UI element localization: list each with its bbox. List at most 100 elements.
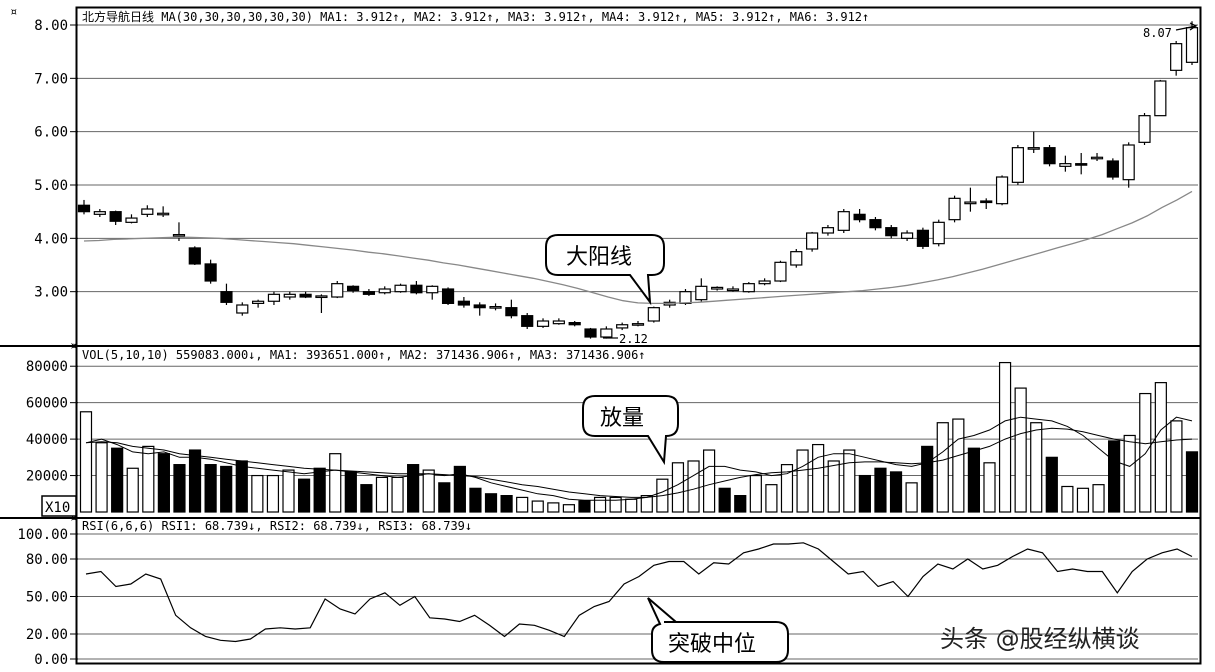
candle-body-down bbox=[77, 204, 91, 213]
candle-body-up bbox=[283, 293, 296, 298]
volume-bar-up bbox=[1030, 422, 1043, 513]
volume-bar-up bbox=[562, 504, 576, 513]
candle-body-up bbox=[647, 307, 660, 322]
volume-multiplier-box bbox=[41, 495, 77, 517]
volume-bar-down bbox=[921, 445, 934, 513]
volume-tick-label: 60000 bbox=[26, 396, 68, 412]
candle bbox=[726, 286, 740, 292]
volume-bar-down bbox=[1185, 451, 1199, 513]
candle bbox=[552, 318, 565, 325]
rsi-tick-label: 80.00 bbox=[26, 552, 68, 568]
volume-bar-up bbox=[251, 474, 264, 513]
volume-bar-up bbox=[765, 484, 778, 513]
volume-bar-up bbox=[1139, 392, 1152, 513]
candle bbox=[252, 299, 265, 308]
rsi-tick-label: 0.00 bbox=[34, 652, 68, 668]
candle-body-up bbox=[806, 232, 819, 250]
pane-settings-icon: ¤ bbox=[70, 339, 77, 353]
candle-body-up bbox=[489, 306, 502, 309]
candle-body-up bbox=[837, 211, 850, 231]
volume-bar-up bbox=[391, 476, 404, 513]
candle-body-up bbox=[995, 176, 1009, 205]
candle-body-up bbox=[252, 300, 265, 304]
volume-bar-down bbox=[438, 482, 451, 513]
volume-bar-up bbox=[1061, 485, 1074, 513]
candle bbox=[536, 318, 550, 328]
candle-body-up bbox=[932, 221, 945, 245]
candle-body-down bbox=[410, 284, 423, 294]
ma30-line bbox=[83, 190, 1193, 305]
callout-big-yang-line: 大阳线 bbox=[545, 234, 665, 306]
candle-body-down bbox=[441, 288, 455, 304]
candle bbox=[853, 209, 866, 223]
candle bbox=[1059, 155, 1072, 172]
candle-body-up bbox=[394, 284, 407, 293]
candle bbox=[109, 210, 122, 225]
candle-body-up bbox=[1185, 27, 1199, 63]
volume-bar-up bbox=[531, 500, 544, 513]
candle-body-up bbox=[964, 201, 977, 205]
candle-body-down bbox=[188, 247, 201, 265]
candle bbox=[900, 230, 914, 241]
volume-ma-fast-line bbox=[85, 416, 1193, 501]
volume-bar-up bbox=[749, 474, 762, 513]
volume-bar-down bbox=[500, 495, 513, 513]
candle-body-down bbox=[1106, 160, 1119, 178]
candle bbox=[473, 302, 486, 316]
volume-multiplier-label: X10 bbox=[45, 500, 70, 516]
candle bbox=[695, 278, 708, 303]
volume-bar-up bbox=[142, 445, 155, 513]
candle-body-down bbox=[521, 315, 534, 327]
candle bbox=[916, 227, 930, 249]
volume-bar-down bbox=[578, 500, 591, 513]
volume-bar-down bbox=[204, 464, 217, 513]
price-tick-label: 4.00 bbox=[34, 231, 68, 247]
candle bbox=[711, 286, 724, 291]
candle-body-up bbox=[1027, 147, 1040, 150]
candle bbox=[362, 289, 376, 296]
volume-bar-up bbox=[95, 442, 108, 513]
candle bbox=[378, 286, 391, 295]
high-price-label: 8.07 bbox=[1143, 26, 1172, 40]
low-price-label: 2.12 bbox=[619, 332, 648, 346]
volume-bar-up bbox=[1154, 382, 1167, 513]
candle bbox=[1170, 41, 1183, 76]
candle-body-up bbox=[536, 320, 550, 327]
candle-body-up bbox=[948, 197, 961, 221]
candle bbox=[631, 321, 645, 327]
volume-bar-up bbox=[1170, 420, 1183, 513]
candle-body-up bbox=[236, 304, 249, 314]
price-tick-label: 6.00 bbox=[34, 125, 68, 141]
candle-body-up bbox=[378, 288, 391, 294]
candle bbox=[93, 209, 106, 217]
candle-body-up bbox=[726, 288, 740, 292]
volume-bar-down bbox=[469, 487, 482, 513]
volume-tick-label: 80000 bbox=[26, 359, 68, 375]
candle-body-down bbox=[346, 285, 360, 292]
volume-bar-down bbox=[235, 460, 248, 513]
volume-bar-up bbox=[640, 495, 653, 513]
candle bbox=[1027, 131, 1040, 153]
candle-body-down bbox=[568, 322, 581, 326]
pane-settings-icon: ¤ bbox=[70, 511, 77, 525]
volume-bar-up bbox=[516, 496, 529, 513]
candle bbox=[141, 205, 154, 217]
price-pane-header: 北方导航日线 MA(30,30,30,30,30,30) MA1: 3.912↑… bbox=[82, 9, 869, 24]
candle-body-up bbox=[821, 227, 835, 234]
candle-body-down bbox=[584, 328, 597, 338]
candle bbox=[1106, 158, 1119, 180]
candle-body-down bbox=[980, 200, 993, 204]
candle-body-up bbox=[552, 320, 565, 325]
volume-bar-down bbox=[407, 464, 420, 513]
candle-body-down bbox=[916, 229, 930, 247]
candle bbox=[837, 209, 850, 233]
candle-body-up bbox=[315, 295, 328, 299]
price-tick-label: 5.00 bbox=[34, 178, 68, 194]
volume-bar-down bbox=[967, 447, 981, 513]
candle bbox=[331, 281, 344, 299]
candle bbox=[521, 313, 534, 329]
candle bbox=[1043, 145, 1056, 167]
volume-bar-down bbox=[1108, 440, 1121, 513]
candle-body-up bbox=[758, 280, 771, 285]
